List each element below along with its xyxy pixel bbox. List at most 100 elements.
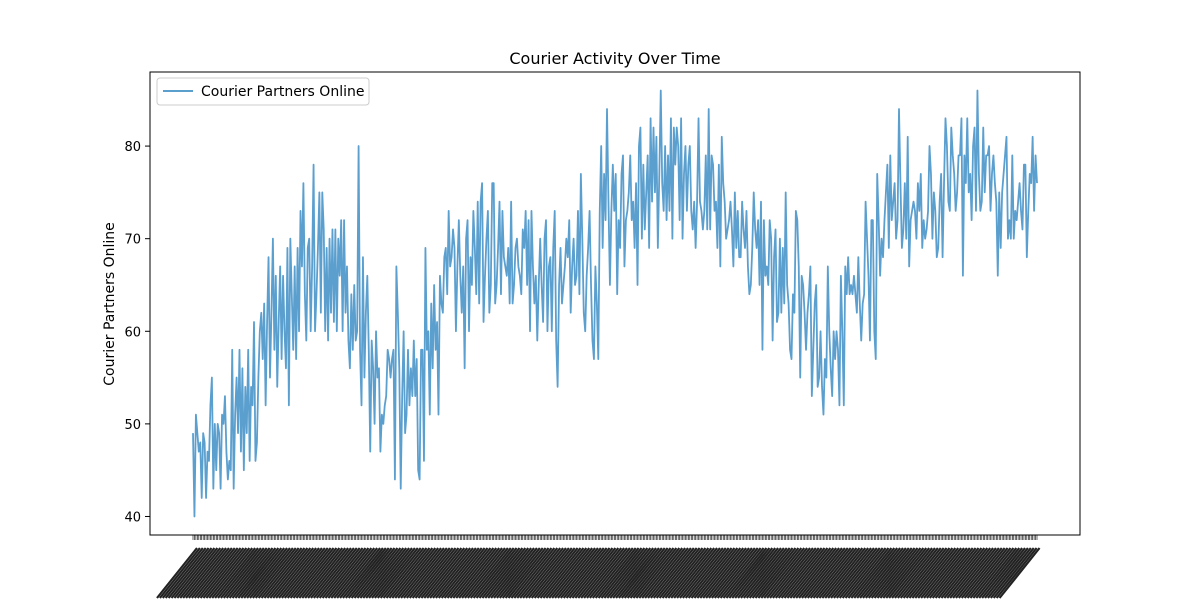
x-tick-label bbox=[926, 547, 968, 599]
x-tick-label bbox=[920, 547, 962, 599]
x-tick-label bbox=[725, 547, 768, 599]
x-tick-label bbox=[824, 547, 867, 599]
x-tick-label bbox=[760, 547, 803, 599]
x-tick-label bbox=[449, 547, 492, 599]
x-tick-label bbox=[272, 547, 315, 599]
x-tick-label bbox=[981, 547, 1023, 599]
x-tick-label bbox=[655, 547, 698, 599]
x-tick-label bbox=[591, 547, 634, 599]
x-tick-label bbox=[356, 547, 399, 599]
x-tick-label bbox=[865, 547, 907, 599]
x-tick-label bbox=[388, 547, 431, 599]
x-tick-label bbox=[713, 547, 756, 599]
x-tick-label bbox=[804, 547, 846, 599]
x-tick-label bbox=[772, 547, 814, 599]
x-tick-label bbox=[931, 547, 974, 599]
x-tick-label bbox=[806, 547, 849, 599]
x-tick-label bbox=[295, 547, 338, 599]
x-tick-label bbox=[801, 547, 843, 599]
series-line-courier-partners-online bbox=[192, 89, 1038, 518]
x-tick-label bbox=[446, 547, 489, 599]
x-tick-label bbox=[525, 547, 567, 599]
x-tick-label bbox=[763, 547, 806, 599]
x-tick-label bbox=[937, 547, 980, 599]
x-tick-label bbox=[225, 547, 268, 599]
x-tick-label bbox=[812, 547, 855, 599]
y-tick-label: 80 bbox=[124, 140, 141, 155]
x-tick-label bbox=[257, 547, 300, 599]
x-tick-label bbox=[818, 547, 861, 599]
x-tick-label bbox=[371, 547, 413, 599]
x-tick-label bbox=[420, 547, 463, 599]
x-tick-label bbox=[391, 547, 434, 599]
y-axis-label: Courier Partners Online bbox=[102, 222, 118, 385]
x-tick-label bbox=[176, 547, 219, 599]
x-tick-label bbox=[173, 547, 216, 599]
x-tick-label bbox=[754, 547, 797, 599]
x-tick-label bbox=[841, 547, 884, 599]
x-tick-label bbox=[353, 547, 396, 599]
x-tick-label bbox=[603, 547, 646, 599]
x-tick-label bbox=[321, 547, 364, 599]
x-tick-label bbox=[472, 547, 515, 599]
x-tick-label bbox=[344, 547, 387, 599]
x-tick-label bbox=[635, 547, 678, 599]
x-tick-label bbox=[664, 547, 707, 599]
x-tick-label bbox=[876, 547, 919, 599]
x-tick-label bbox=[647, 547, 689, 599]
x-tick-label bbox=[231, 547, 274, 599]
y-axis: 40 50 60 70 80 bbox=[124, 140, 150, 525]
x-tick-label bbox=[330, 547, 373, 599]
x-tick-label bbox=[952, 547, 994, 599]
x-tick-label bbox=[562, 547, 605, 599]
x-tick-label bbox=[504, 547, 547, 599]
x-tick-label bbox=[437, 547, 480, 599]
x-tick-label bbox=[222, 547, 265, 599]
y-tick-label: 50 bbox=[124, 418, 141, 433]
x-tick-label bbox=[940, 547, 983, 599]
x-tick-label bbox=[376, 547, 419, 599]
x-tick-label bbox=[350, 547, 393, 599]
x-tick-label bbox=[565, 547, 608, 599]
x-tick-label bbox=[554, 547, 596, 599]
x-axis bbox=[156, 535, 1041, 599]
x-tick-label bbox=[159, 547, 201, 599]
x-tick-label bbox=[833, 547, 875, 599]
x-tick-label bbox=[856, 547, 899, 599]
x-tick-label bbox=[798, 547, 840, 599]
x-tick-label bbox=[266, 547, 309, 599]
x-tick-label bbox=[202, 547, 245, 599]
x-tick-label bbox=[859, 547, 901, 599]
x-tick-label bbox=[850, 547, 893, 599]
x-tick-label bbox=[423, 547, 466, 599]
x-tick-label bbox=[336, 547, 378, 599]
x-tick-label bbox=[487, 547, 530, 599]
series-layer bbox=[192, 89, 1038, 518]
x-tick-label bbox=[382, 547, 425, 599]
x-tick-label bbox=[455, 547, 498, 599]
x-tick-label bbox=[429, 547, 471, 599]
x-tick-label bbox=[237, 547, 280, 599]
x-tick-label bbox=[374, 547, 416, 599]
x-tick-label bbox=[949, 547, 992, 599]
x-tick-label bbox=[998, 547, 1041, 599]
x-tick-label bbox=[586, 547, 628, 599]
x-tick-label bbox=[324, 547, 367, 599]
legend: Courier Partners Online bbox=[156, 77, 370, 106]
x-tick-label bbox=[179, 547, 222, 599]
x-tick-label bbox=[766, 547, 808, 599]
x-tick-label bbox=[748, 547, 791, 599]
x-tick-label bbox=[676, 547, 718, 599]
x-tick-label bbox=[545, 547, 588, 599]
x-tick-label bbox=[589, 547, 631, 599]
x-tick-label bbox=[914, 547, 957, 599]
x-tick-label bbox=[379, 547, 422, 599]
x-tick-label bbox=[792, 547, 835, 599]
x-tick-label bbox=[318, 547, 361, 599]
x-tick-label bbox=[809, 547, 852, 599]
x-tick-label bbox=[658, 547, 701, 599]
x-tick-label bbox=[467, 547, 509, 599]
x-tick-label bbox=[217, 547, 259, 599]
x-tick-label bbox=[278, 547, 320, 599]
